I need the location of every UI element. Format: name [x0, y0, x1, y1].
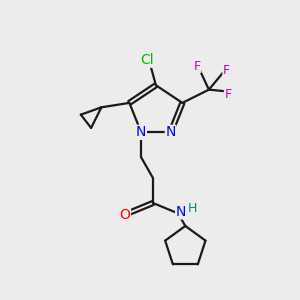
Text: N: N	[136, 125, 146, 139]
Text: O: O	[119, 208, 130, 222]
Text: F: F	[223, 64, 230, 77]
Text: N: N	[176, 205, 186, 219]
Text: F: F	[194, 60, 201, 73]
Text: H: H	[188, 202, 197, 214]
Text: N: N	[165, 125, 176, 139]
Text: F: F	[224, 88, 232, 100]
Text: Cl: Cl	[140, 53, 154, 67]
